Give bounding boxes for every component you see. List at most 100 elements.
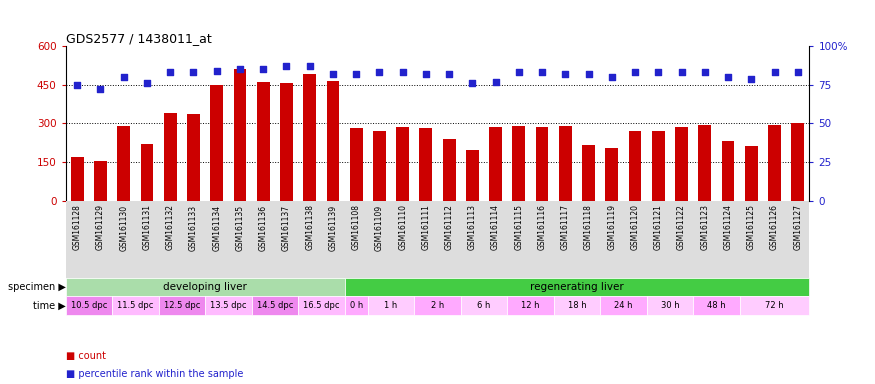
Text: 0 h: 0 h (349, 301, 363, 310)
Bar (606, 148, 619, 200)
Text: GSM161125: GSM161125 (746, 204, 756, 250)
Text: ■ percentile rank within the sample: ■ percentile rank within the sample (66, 369, 243, 379)
Point (582, 71, 596, 77)
Text: GSM161115: GSM161115 (514, 204, 523, 250)
Text: ■ count: ■ count (66, 351, 106, 361)
Bar (554, 296, 600, 315)
Point (675, 69, 689, 75)
Bar (582, 145, 595, 200)
Text: 16.5 dpc: 16.5 dpc (303, 301, 340, 310)
Bar (647, 296, 693, 315)
Text: GSM161116: GSM161116 (537, 204, 547, 250)
Point (279, 63, 293, 69)
Text: 13.5 dpc: 13.5 dpc (210, 301, 247, 310)
Bar (345, 278, 809, 296)
Text: 6 h: 6 h (477, 301, 491, 310)
Bar (791, 123, 804, 200)
Bar (652, 131, 665, 200)
Point (536, 69, 550, 75)
Point (419, 71, 433, 77)
Bar (536, 127, 549, 200)
Text: GSM161108: GSM161108 (352, 204, 360, 250)
Bar (414, 296, 461, 315)
Text: GSM161134: GSM161134 (213, 204, 221, 250)
Text: 12.5 dpc: 12.5 dpc (164, 301, 200, 310)
Bar (513, 126, 525, 200)
Text: GSM161129: GSM161129 (96, 204, 105, 250)
Point (651, 69, 665, 75)
Text: regenerating liver: regenerating liver (530, 282, 624, 292)
Bar (373, 131, 386, 200)
Point (164, 69, 178, 75)
Text: GSM161111: GSM161111 (422, 204, 430, 250)
Bar (368, 296, 414, 315)
Bar (256, 82, 270, 200)
Bar (345, 296, 368, 315)
Text: GSM161131: GSM161131 (143, 204, 151, 250)
Bar (158, 296, 205, 315)
Text: 10.5 dpc: 10.5 dpc (71, 301, 107, 310)
Text: GSM161112: GSM161112 (444, 204, 453, 250)
Text: 1 h: 1 h (384, 301, 397, 310)
Text: GSM161122: GSM161122 (677, 204, 686, 250)
Text: GSM161128: GSM161128 (73, 204, 81, 250)
Text: time ▶: time ▶ (33, 301, 66, 311)
Point (256, 66, 270, 72)
Bar (71, 157, 84, 200)
Text: 72 h: 72 h (766, 301, 784, 310)
Text: GSM161109: GSM161109 (374, 204, 384, 250)
Point (628, 69, 642, 75)
Bar (768, 125, 780, 200)
Text: GSM161127: GSM161127 (794, 204, 802, 250)
Text: GSM161121: GSM161121 (654, 204, 662, 250)
Point (116, 74, 130, 80)
Point (767, 69, 781, 75)
Text: 18 h: 18 h (568, 301, 586, 310)
Bar (745, 146, 758, 200)
Bar (326, 81, 340, 200)
Text: GSM161117: GSM161117 (561, 204, 570, 250)
Text: specimen ▶: specimen ▶ (8, 282, 66, 292)
Text: GSM161120: GSM161120 (631, 204, 640, 250)
Point (210, 68, 224, 74)
Point (697, 69, 711, 75)
Text: GSM161124: GSM161124 (724, 204, 732, 250)
Bar (489, 127, 502, 200)
Text: GSM161135: GSM161135 (235, 204, 244, 250)
Bar (187, 114, 200, 200)
Text: GSM161138: GSM161138 (305, 204, 314, 250)
Text: 11.5 dpc: 11.5 dpc (117, 301, 153, 310)
Bar (559, 126, 571, 200)
Bar (600, 296, 647, 315)
Bar (628, 131, 641, 200)
Bar (141, 144, 153, 200)
Bar (304, 74, 316, 200)
Bar (350, 129, 362, 200)
Point (94, 86, 108, 93)
Bar (507, 296, 554, 315)
Bar (676, 127, 688, 200)
Bar (443, 139, 456, 200)
Text: GSM161133: GSM161133 (189, 204, 198, 250)
Bar (234, 69, 247, 200)
Text: GSM161110: GSM161110 (398, 204, 407, 250)
Point (396, 69, 410, 75)
Bar (164, 113, 177, 200)
Text: GDS2577 / 1438011_at: GDS2577 / 1438011_at (66, 32, 212, 45)
Text: GSM161118: GSM161118 (584, 204, 593, 250)
Bar (112, 296, 158, 315)
Bar (210, 85, 223, 200)
Bar (252, 296, 298, 315)
Bar (94, 161, 107, 200)
Text: GSM161113: GSM161113 (468, 204, 477, 250)
Bar (739, 296, 809, 315)
Bar (298, 296, 345, 315)
Text: 48 h: 48 h (707, 301, 725, 310)
Point (512, 69, 526, 75)
Text: GSM161137: GSM161137 (282, 204, 290, 250)
Text: GSM161130: GSM161130 (119, 204, 129, 250)
Bar (205, 296, 252, 315)
Point (558, 71, 572, 77)
Point (326, 71, 340, 77)
Bar (693, 296, 739, 315)
